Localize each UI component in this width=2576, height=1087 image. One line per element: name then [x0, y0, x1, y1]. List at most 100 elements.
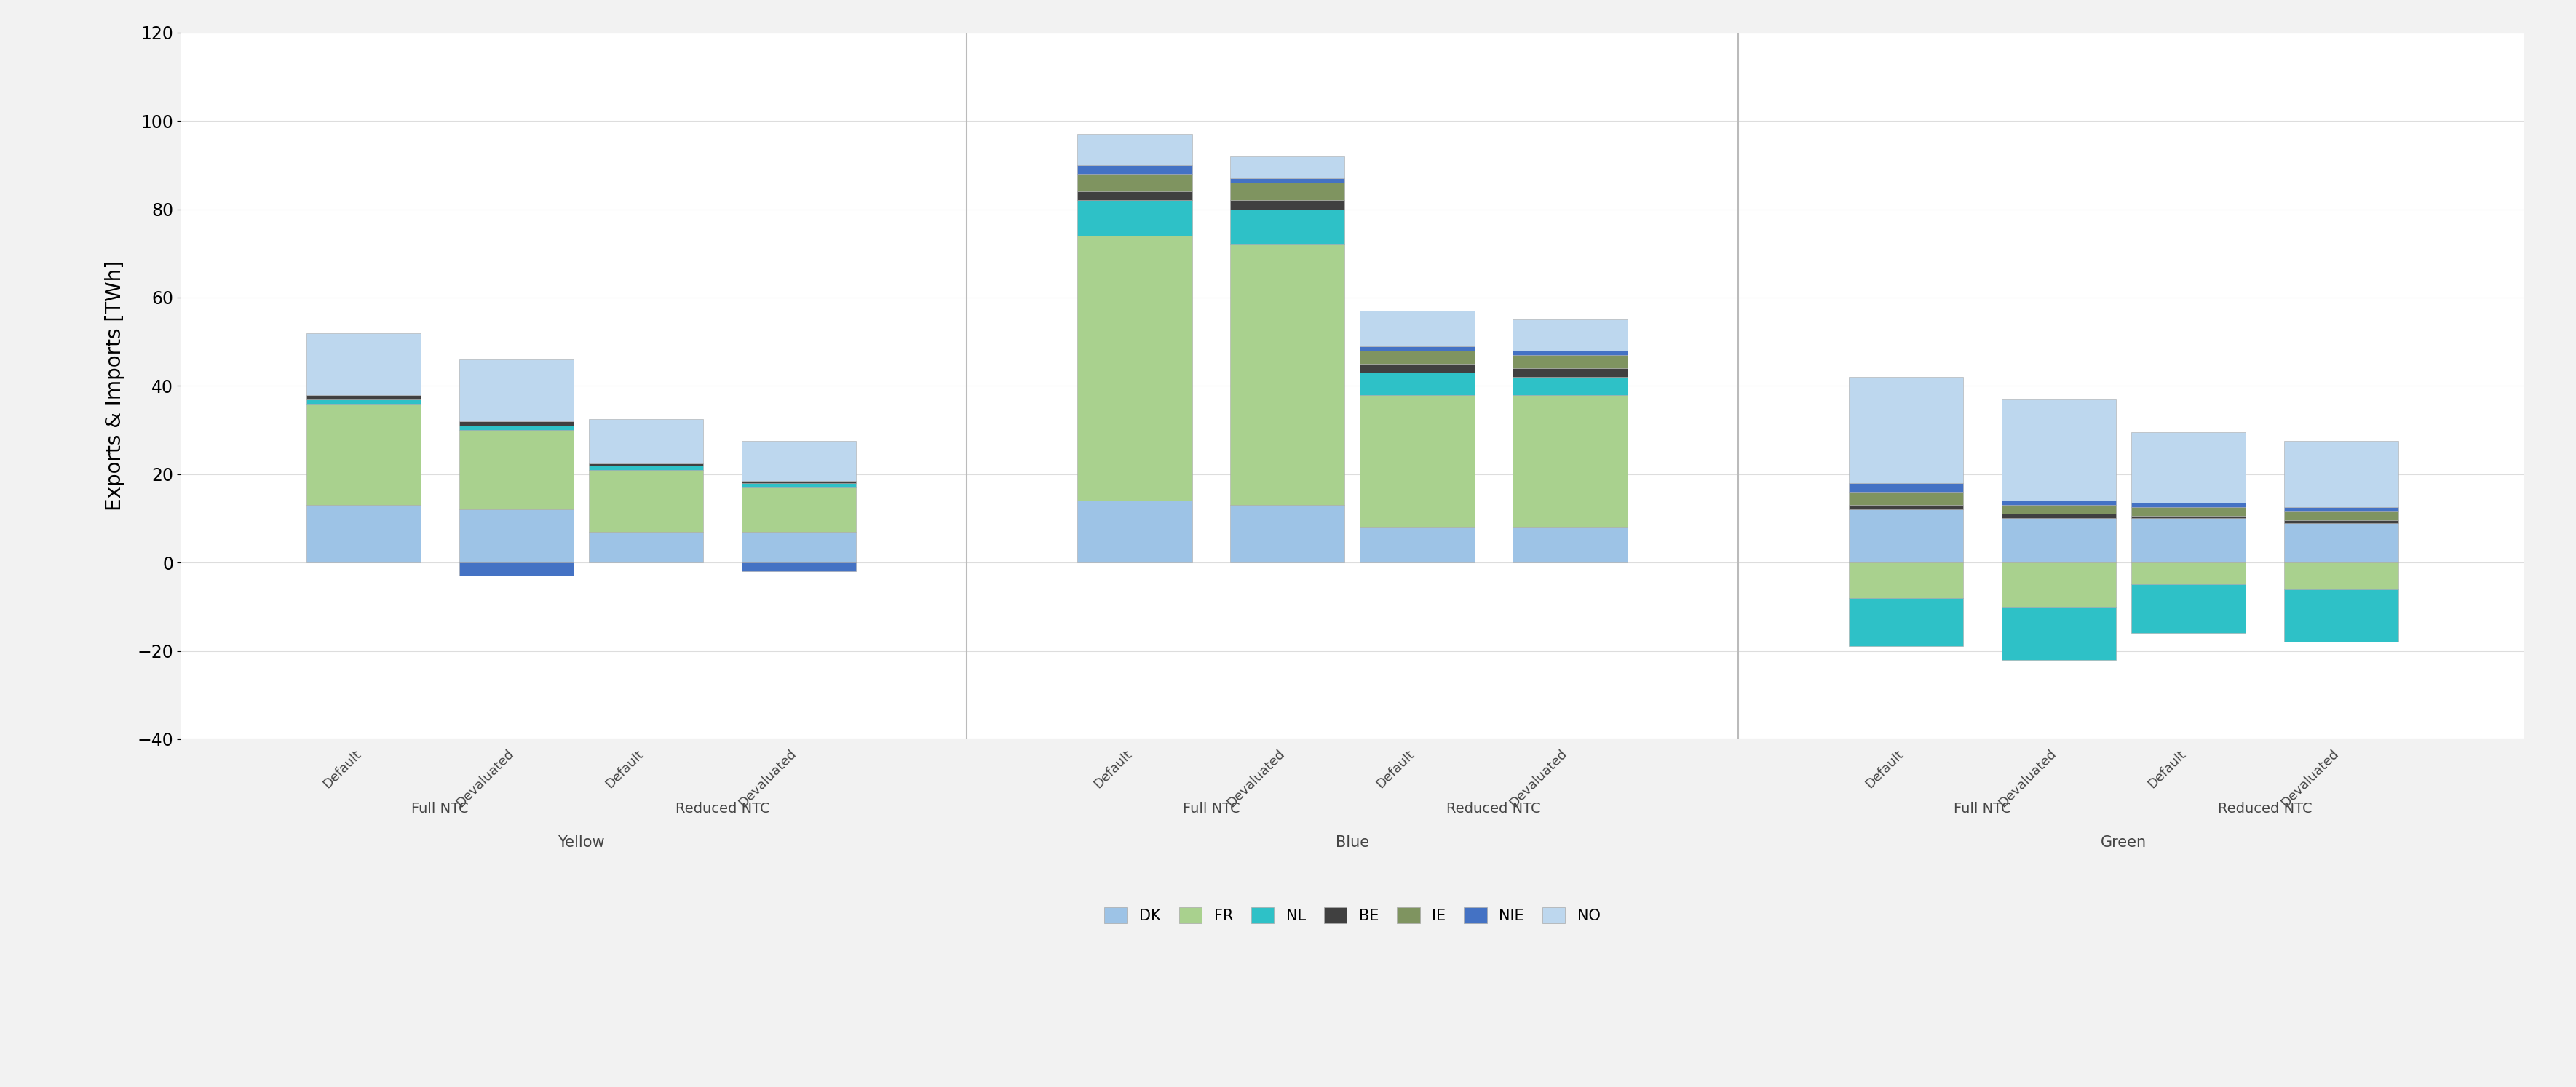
Bar [2002, 607, 2115, 660]
Text: Default: Default [1862, 747, 1906, 790]
Bar [742, 441, 855, 480]
Text: Default: Default [2146, 747, 2190, 790]
Bar [1077, 200, 1193, 236]
Bar [1360, 527, 1473, 563]
Bar [2002, 505, 2115, 514]
Bar [1850, 377, 1963, 483]
Bar [1850, 505, 1963, 510]
Bar [590, 532, 703, 563]
Bar [2130, 508, 2246, 516]
Bar [2285, 508, 2398, 512]
Bar [459, 421, 574, 426]
Text: Reduced NTC: Reduced NTC [2218, 802, 2313, 815]
Text: Yellow: Yellow [556, 835, 605, 850]
Bar [459, 360, 574, 421]
Bar [459, 430, 574, 510]
Bar [1077, 174, 1193, 191]
Y-axis label: Exports & Imports [TWh]: Exports & Imports [TWh] [106, 261, 124, 511]
Bar [1850, 510, 1963, 563]
Bar [2285, 512, 2398, 521]
Bar [307, 395, 420, 399]
Bar [590, 465, 703, 470]
Bar [1231, 200, 1345, 209]
Bar [1850, 491, 1963, 505]
Bar [1077, 236, 1193, 501]
Bar [1077, 134, 1193, 165]
Bar [742, 480, 855, 483]
Legend: DK, FR, NL, BE, IE, NIE, NO: DK, FR, NL, BE, IE, NIE, NO [1097, 901, 1607, 929]
Text: Blue: Blue [1334, 835, 1370, 850]
Bar [2002, 518, 2115, 563]
Bar [742, 532, 855, 563]
Bar [742, 487, 855, 532]
Bar [590, 463, 703, 465]
Bar [1512, 527, 1628, 563]
Bar [1512, 368, 1628, 377]
Text: Reduced NTC: Reduced NTC [1448, 802, 1540, 815]
Text: Default: Default [319, 747, 363, 790]
Text: Devaluated: Devaluated [1996, 747, 2058, 810]
Text: Reduced NTC: Reduced NTC [675, 802, 770, 815]
Bar [2002, 501, 2115, 505]
Bar [307, 505, 420, 563]
Bar [1360, 364, 1473, 373]
Text: Devaluated: Devaluated [1224, 747, 1288, 810]
Bar [590, 470, 703, 532]
Bar [1231, 245, 1345, 505]
Bar [459, 510, 574, 563]
Bar [1850, 483, 1963, 491]
Bar [742, 483, 855, 487]
Bar [1512, 395, 1628, 527]
Bar [459, 563, 574, 576]
Bar [2130, 563, 2246, 585]
Text: Default: Default [1092, 747, 1136, 790]
Text: Full NTC: Full NTC [412, 802, 469, 815]
Bar [1360, 373, 1473, 395]
Text: Default: Default [1373, 747, 1417, 790]
Bar [1360, 395, 1473, 527]
Bar [2285, 521, 2398, 523]
Bar [2285, 523, 2398, 563]
Text: Full NTC: Full NTC [1953, 802, 2012, 815]
Bar [1077, 501, 1193, 563]
Bar [1231, 157, 1345, 178]
Text: Full NTC: Full NTC [1182, 802, 1239, 815]
Bar [1850, 563, 1963, 598]
Bar [1231, 178, 1345, 183]
Bar [590, 418, 703, 463]
Bar [2002, 514, 2115, 518]
Bar [1360, 311, 1473, 346]
Bar [1360, 350, 1473, 364]
Text: Devaluated: Devaluated [1507, 747, 1569, 810]
Text: Green: Green [2099, 835, 2146, 850]
Bar [1512, 350, 1628, 355]
Bar [2285, 441, 2398, 508]
Bar [2130, 518, 2246, 563]
Bar [459, 426, 574, 430]
Bar [307, 403, 420, 505]
Bar [1360, 346, 1473, 350]
Bar [2130, 516, 2246, 518]
Text: Default: Default [603, 747, 647, 790]
Bar [2130, 503, 2246, 508]
Bar [2130, 585, 2246, 633]
Bar [307, 333, 420, 395]
Bar [1512, 355, 1628, 368]
Text: Devaluated: Devaluated [453, 747, 515, 810]
Bar [2002, 563, 2115, 607]
Bar [1231, 183, 1345, 200]
Bar [2002, 399, 2115, 501]
Text: Devaluated: Devaluated [2280, 747, 2342, 810]
Bar [1231, 505, 1345, 563]
Bar [1850, 598, 1963, 647]
Bar [1077, 165, 1193, 174]
Bar [1512, 377, 1628, 395]
Bar [1512, 320, 1628, 350]
Bar [1077, 191, 1193, 200]
Bar [2285, 589, 2398, 642]
Bar [1231, 209, 1345, 245]
Bar [2285, 563, 2398, 589]
Bar [742, 563, 855, 572]
Text: Devaluated: Devaluated [737, 747, 799, 810]
Bar [307, 399, 420, 403]
